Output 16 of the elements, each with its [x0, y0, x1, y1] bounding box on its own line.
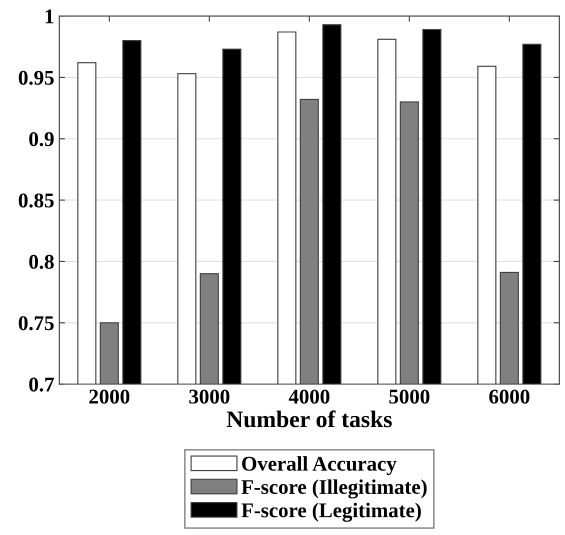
legend-label: F-score (Illegitimate): [241, 479, 427, 498]
y-tick-label: 0.85: [18, 193, 54, 208]
x-axis-title: Number of tasks: [226, 410, 392, 428]
x-tick-label: 3000: [189, 390, 230, 404]
y-tick-label: 1: [46, 10, 54, 24]
legend-label: Overall Accuracy: [242, 456, 397, 476]
y-tick-label: 0.95: [18, 70, 54, 85]
x-tick-label: 6000: [489, 390, 530, 404]
y-tick-label: 0.75: [18, 316, 54, 330]
x-tick-label: 4000: [288, 390, 330, 404]
y-tick-label: 0.9: [29, 132, 54, 146]
y-tick-label: 0.8: [29, 254, 54, 269]
y-tick-label: 0.7: [29, 378, 54, 392]
x-tick-label: 2000: [89, 390, 130, 404]
legend-label: F-score (Legitimate): [241, 502, 421, 522]
x-tick-label: 5000: [389, 390, 430, 404]
